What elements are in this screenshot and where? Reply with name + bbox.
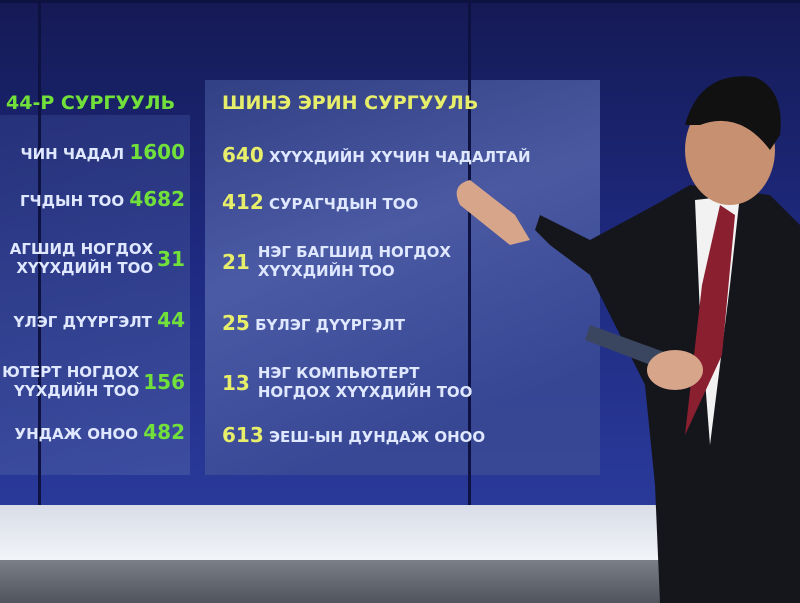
row-label: НОГДОХ ХҮҮХДИЙН ТОО (257, 383, 473, 401)
row-label: ҮҮХДИЙН ТОО (13, 382, 140, 400)
left-row: ЧИН ЧАДАЛ 1600 (20, 140, 185, 164)
right-row: 613 ЭЕШ-ЫН ДУНДАЖ ОНОО (222, 423, 486, 447)
right-row: 25 БҮЛЭГ ДҮҮРГЭЛТ (222, 311, 405, 335)
row-value: 613 (222, 423, 264, 447)
row-value: 25 (222, 311, 250, 335)
screen-seam (0, 0, 800, 3)
left-row: АГШИД НОГДОХ ХҮҮХДИЙН ТОО 31 (10, 240, 185, 278)
row-value: 44 (157, 308, 185, 332)
row-value: 4682 (129, 187, 185, 211)
row-label: ЧИН ЧАДАЛ (20, 145, 125, 163)
row-label: ХҮҮХДИЙН ТОО (257, 262, 395, 280)
row-value: 31 (157, 246, 185, 271)
left-row: ЮТЕРТ НОГДОХ ҮҮХДИЙН ТОО 156 (2, 363, 185, 401)
row-label: НЭГ КОМПЬЮТЕРТ (257, 364, 420, 382)
row-value: 156 (143, 369, 185, 394)
right-row: 21 НЭГ БАГШИД НОГДОХ ХҮҮХДИЙН ТОО (222, 243, 451, 281)
row-label: НЭГ БАГШИД НОГДОХ (257, 243, 451, 261)
classroom-photo-left (0, 115, 190, 475)
row-value: 482 (143, 420, 185, 444)
row-value: 640 (222, 143, 264, 167)
row-value: 21 (222, 249, 250, 274)
row-label: ХҮҮХДИЙН ТОО (16, 259, 154, 277)
row-label: ГЧДЫН ТОО (20, 192, 125, 210)
right-row: 13 НЭГ КОМПЬЮТЕРТ НОГДОХ ХҮҮХДИЙН ТОО (222, 364, 472, 402)
screen-seam (38, 0, 41, 505)
classroom-photo (205, 80, 600, 475)
left-school-title: 44-Р СУРГУУЛЬ (6, 92, 176, 114)
row-label: ЭЕШ-ЫН ДУНДАЖ ОНОО (268, 428, 486, 446)
right-row: 412 СУРАГЧДЫН ТОО (222, 190, 419, 214)
row-label: ҮЛЭГ ДҮҮРГЭЛТ (13, 313, 152, 331)
row-value: 13 (222, 370, 250, 395)
row-label: ХҮҮХДИЙН ХҮЧИН ЧАДАЛТАЙ (268, 148, 531, 166)
row-label: АГШИД НОГДОХ (9, 240, 154, 258)
left-row: УНДАЖ ОНОО 482 (14, 420, 185, 444)
row-value: 1600 (129, 140, 185, 164)
left-row: ҮЛЭГ ДҮҮРГЭЛТ 44 (13, 308, 185, 332)
row-value: 412 (222, 190, 264, 214)
row-label: СУРАГЧДЫН ТОО (268, 195, 419, 213)
row-label: УНДАЖ ОНОО (14, 425, 139, 443)
row-label: БҮЛЭГ ДҮҮРГЭЛТ (255, 316, 405, 334)
right-school-title: ШИНЭ ЭРИН СУРГУУЛЬ (222, 92, 479, 114)
row-label: ЮТЕРТ НОГДОХ (2, 363, 140, 381)
right-row: 640 ХҮҮХДИЙН ХҮЧИН ЧАДАЛТАЙ (222, 143, 531, 167)
left-row: ГЧДЫН ТОО 4682 (20, 187, 185, 211)
screen-seam (468, 0, 471, 505)
news-presenter (456, 76, 800, 603)
